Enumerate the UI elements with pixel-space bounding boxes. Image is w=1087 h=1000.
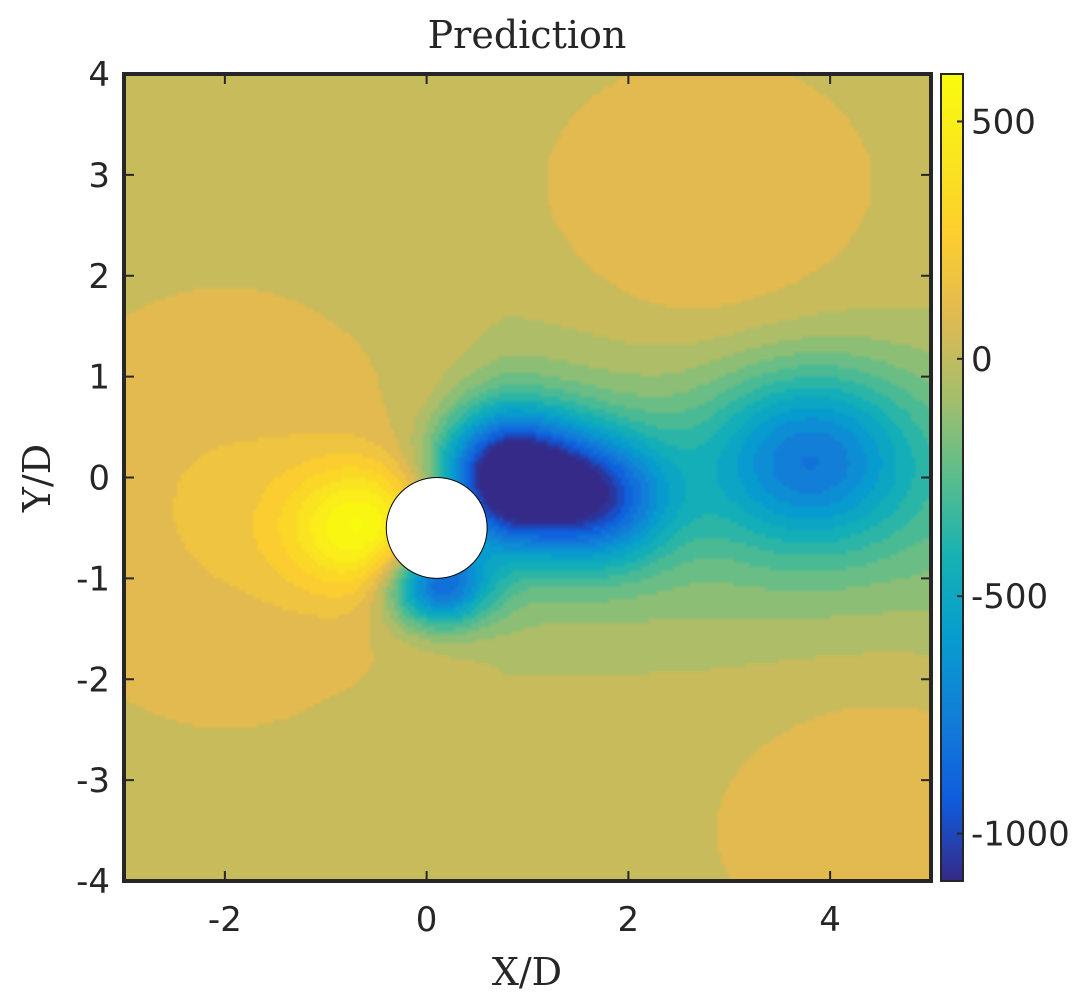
x-axis-ticks: -2 0 2 4	[208, 74, 841, 940]
colorbar: 500 0 -500 -1000	[940, 73, 1070, 882]
cylinder-body	[385, 477, 488, 579]
colorbar-tick-label: 500	[971, 102, 1036, 142]
x-tick-label: -2	[208, 900, 242, 940]
y-tick-label: 3	[88, 156, 110, 196]
x-tick-label: 4	[819, 900, 841, 940]
colorbar-tick-label: -500	[971, 577, 1048, 617]
colorbar-tick-label: -1000	[971, 815, 1070, 855]
y-axis-title: Y/D	[15, 444, 59, 513]
y-tick-label: -1	[76, 559, 110, 599]
x-tick-label: 2	[618, 900, 640, 940]
colorbar-frame	[940, 73, 964, 882]
y-tick-label: -4	[76, 862, 110, 902]
y-axis-ticks: -4 -3 -2 -1 0 1 2 3 4	[76, 55, 931, 902]
x-tick-label: 0	[416, 900, 438, 940]
y-tick-label: 2	[88, 257, 110, 297]
y-tick-label: 4	[88, 55, 110, 95]
colorbar-gradient	[941, 74, 963, 881]
chart-title: Prediction	[428, 13, 627, 57]
pressure-field	[124, 74, 931, 881]
y-tick-label: 1	[88, 358, 110, 398]
x-axis-title: X/D	[492, 950, 562, 994]
colorbar-tick-label: 0	[971, 340, 993, 380]
colorbar-ticks: 500 0 -500 -1000	[957, 102, 1070, 855]
y-tick-label: 0	[88, 459, 110, 499]
plot-area	[122, 72, 933, 883]
y-tick-label: -3	[76, 761, 110, 801]
y-tick-label: -2	[76, 660, 110, 700]
